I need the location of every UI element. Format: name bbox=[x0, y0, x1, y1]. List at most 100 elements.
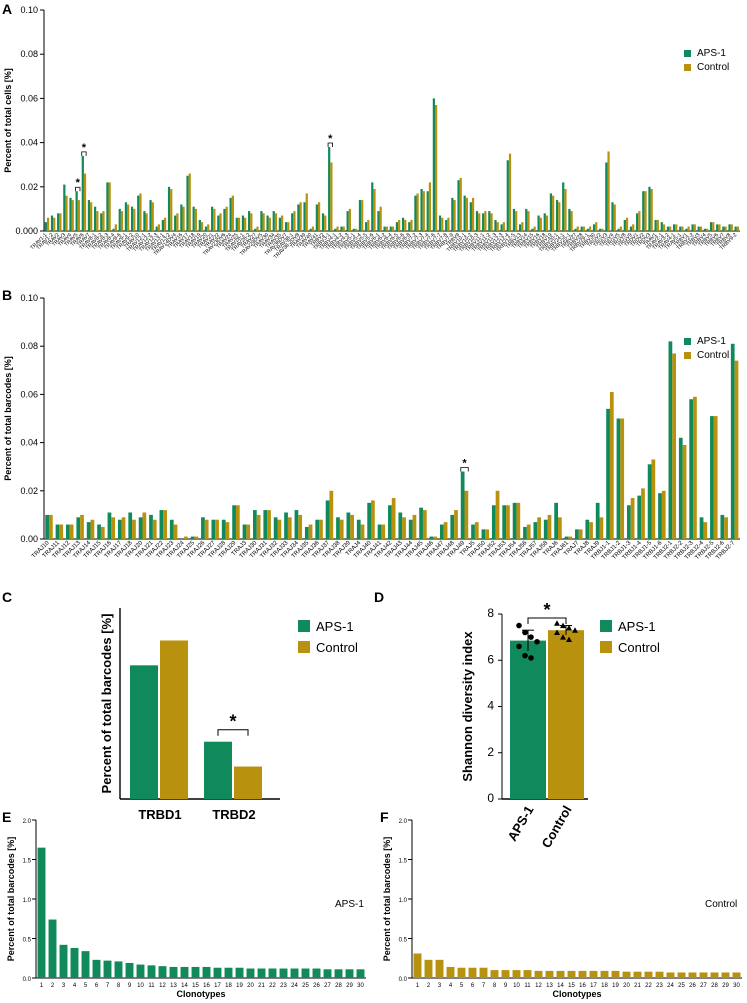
panel-b-legend-swatch-0 bbox=[684, 338, 691, 345]
panel-f-x-tick-label: 20 bbox=[623, 983, 630, 989]
panel-a-bar-aps1 bbox=[672, 224, 676, 231]
panel-b-bar-control bbox=[184, 536, 188, 539]
panel-f-x-tick-label: 21 bbox=[634, 983, 641, 989]
panel-b-bar-control bbox=[609, 391, 614, 539]
panel-a-bar-control bbox=[53, 217, 56, 231]
panel-a-bar-aps1 bbox=[365, 222, 368, 231]
panel-e-bar bbox=[202, 966, 211, 978]
panel-b-bar-control bbox=[48, 514, 53, 539]
panel-f-bar bbox=[732, 972, 741, 978]
panel-a-bar-control bbox=[59, 213, 62, 231]
panel-b-bar-control bbox=[80, 514, 84, 539]
panel-a-bar-aps1 bbox=[118, 208, 121, 231]
panel-a-bar-aps1 bbox=[420, 189, 423, 231]
panel-f-x-tick-label: 2 bbox=[427, 983, 431, 989]
panel-a-bar-aps1 bbox=[617, 228, 620, 231]
panel-a-bar-control bbox=[422, 191, 425, 231]
panel-a-bar-control bbox=[496, 222, 499, 231]
panel-a-bar-control bbox=[200, 222, 204, 231]
panel-a-bar-control bbox=[114, 224, 117, 231]
panel-b-bar-control bbox=[371, 500, 375, 539]
panel-e-bar bbox=[213, 967, 222, 978]
panel-a-bar-aps1 bbox=[537, 215, 540, 231]
panel-b-bar-aps1 bbox=[107, 512, 112, 539]
panel-a-bar-control bbox=[502, 222, 505, 231]
panel-b-bar-aps1 bbox=[398, 512, 403, 539]
panel-b-bar-control bbox=[204, 519, 209, 539]
panel-a-significance-bracket bbox=[327, 142, 333, 148]
panel-b-bar-control bbox=[100, 526, 105, 539]
panel-a-bar-aps1 bbox=[260, 211, 263, 231]
panel-e-x-tick-label: 4 bbox=[73, 983, 77, 989]
panel-a-bar-aps1 bbox=[654, 219, 657, 231]
panel-a-bar-aps1 bbox=[568, 208, 571, 231]
panel-a-bar-control bbox=[139, 193, 142, 231]
panel-a-bar-control bbox=[718, 224, 721, 231]
panel-e-bar bbox=[312, 968, 321, 978]
panel-e-x-tick-label: 30 bbox=[357, 983, 364, 989]
panel-e-x-tick-label: 3 bbox=[62, 983, 66, 989]
panel-a-bar-aps1 bbox=[395, 222, 399, 231]
panel-b-bar-control bbox=[360, 524, 365, 539]
panel-b-bar-aps1 bbox=[720, 514, 725, 539]
panel-a-bar-aps1 bbox=[371, 182, 374, 231]
panel-b-bar-aps1 bbox=[117, 519, 122, 539]
panel-b-bar-aps1 bbox=[647, 464, 652, 539]
panel-c-bar-control bbox=[234, 766, 262, 799]
panel-b-bar-control bbox=[391, 498, 396, 539]
panel-b-bar-control bbox=[173, 524, 178, 539]
panel-b-bar-control bbox=[703, 522, 708, 539]
panel-b-bar-aps1 bbox=[45, 514, 49, 539]
panel-a-bar-aps1 bbox=[272, 211, 275, 231]
panel-a-bar-control bbox=[262, 213, 265, 231]
panel-a-bar-control bbox=[182, 206, 185, 231]
panel-a-bar-control bbox=[391, 226, 395, 231]
panel-e-x-tick-label: 5 bbox=[84, 983, 88, 989]
panel-a-bar-aps1 bbox=[469, 202, 472, 231]
panel-a-bar-aps1 bbox=[309, 228, 312, 231]
panel-a-bar-aps1 bbox=[555, 200, 559, 231]
panel-letter-d: D bbox=[374, 589, 384, 605]
panel-a-bar-control bbox=[398, 219, 401, 231]
panel-a-bar-control bbox=[434, 105, 438, 231]
panel-f-x-tick-label: 4 bbox=[449, 983, 453, 989]
panel-b-bar-control bbox=[547, 514, 552, 539]
panel-d-y-tick-label: 2 bbox=[487, 745, 494, 759]
panel-a-bar-control bbox=[274, 213, 278, 231]
panel-f-x-tick-label: 18 bbox=[601, 983, 608, 989]
panel-a-bar-aps1 bbox=[254, 228, 257, 231]
panel-b-bar-aps1 bbox=[616, 418, 621, 539]
panel-d-data-point bbox=[516, 622, 522, 629]
panel-b-bar-control bbox=[339, 519, 344, 539]
panel-e-bar bbox=[334, 969, 343, 978]
panel-e-x-tick-label: 14 bbox=[181, 983, 188, 989]
panel-e-bar bbox=[169, 966, 178, 978]
panel-d-data-point bbox=[528, 634, 534, 640]
panel-d-x-tick-label: Control bbox=[538, 803, 574, 851]
panel-a-bar-aps1 bbox=[315, 204, 318, 231]
panel-b-bar-aps1 bbox=[377, 524, 382, 539]
panel-b-bar-control bbox=[474, 522, 479, 539]
panel-a-bar-aps1 bbox=[580, 226, 583, 231]
panel-b-bar-aps1 bbox=[253, 510, 257, 539]
panel-b-bar-control bbox=[578, 529, 583, 539]
panel-f-x-tick-label: 10 bbox=[513, 983, 520, 989]
panel-b-bar-control bbox=[599, 517, 604, 539]
panel-a-bar-control bbox=[46, 217, 50, 231]
panel-a-bar-control bbox=[281, 215, 284, 231]
panel-b-bar-control bbox=[630, 498, 635, 539]
panel-a-bar-aps1 bbox=[506, 160, 509, 231]
panel-a-bar-control bbox=[133, 208, 136, 231]
panel-a-bar-aps1 bbox=[519, 224, 522, 231]
panel-a-bar-control bbox=[244, 217, 247, 231]
panel-a-bar-control bbox=[508, 153, 512, 231]
panel-a-bar-control bbox=[632, 224, 635, 231]
panel-a-bar-control bbox=[207, 224, 210, 231]
panel-f-bar bbox=[688, 972, 697, 978]
panel-a-bar-control bbox=[213, 208, 216, 231]
panel-a-bar-aps1 bbox=[124, 202, 128, 231]
panel-a-bar-control bbox=[108, 182, 111, 231]
panel-a-bar-control bbox=[558, 202, 561, 231]
panel-a-bar-aps1 bbox=[248, 211, 251, 231]
panel-a-bar-aps1 bbox=[100, 213, 103, 231]
